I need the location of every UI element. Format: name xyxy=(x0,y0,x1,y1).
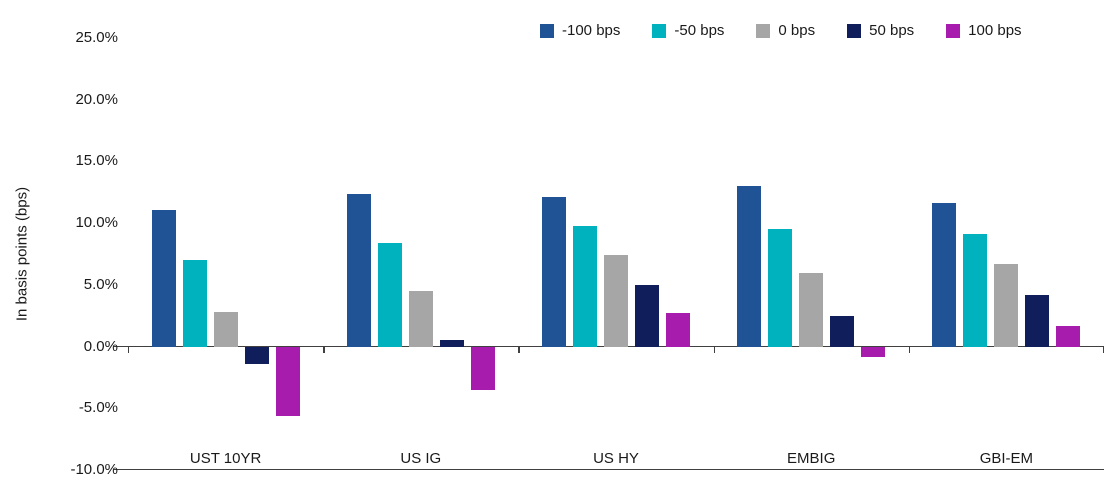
bar-embig-50-bps xyxy=(830,315,855,347)
y-tick-label: 5.0% xyxy=(83,275,118,293)
bar-ust-10yr-50-bps xyxy=(244,347,269,365)
bar-gbi-em--50-bps xyxy=(963,234,988,347)
legend-label: 100 bps xyxy=(968,22,1022,39)
chart-bottom-line xyxy=(114,469,1104,471)
bar-gbi-em--100-bps xyxy=(932,203,957,347)
bar-us-hy--50-bps xyxy=(573,225,597,347)
legend-label: -50 bps xyxy=(674,22,725,39)
bar-embig-100-bps xyxy=(861,347,886,358)
bar-ust-10yr-0-bps xyxy=(213,312,238,347)
y-tick-label: 20.0% xyxy=(75,90,118,108)
axis-tick xyxy=(908,346,911,353)
legend-label: 0 bps xyxy=(778,22,816,39)
plot-area: UST 10YR US IG US HY EMBIG GBI-EM xyxy=(114,38,1104,471)
bar-ust-10yr--50-bps xyxy=(182,260,207,347)
y-axis-title: In basis points (bps) xyxy=(13,186,31,322)
x-category-label: EMBIG xyxy=(787,450,836,467)
x-category-label: UST 10YR xyxy=(189,450,262,467)
legend-item: -100 bps xyxy=(540,22,620,39)
bar-us-ig-100-bps xyxy=(470,347,495,391)
axis-tick xyxy=(713,346,715,353)
bar-embig-0-bps xyxy=(799,272,824,347)
bar-us-ig--50-bps xyxy=(377,242,402,347)
legend-item: 100 bps xyxy=(946,22,1022,39)
bar-us-hy--100-bps xyxy=(542,197,566,347)
x-category-label: US IG xyxy=(400,450,442,467)
bar-embig--50-bps xyxy=(768,229,793,347)
y-tick-label: 10.0% xyxy=(75,214,118,232)
legend-label: 50 bps xyxy=(869,22,915,39)
y-tick-label: -5.0% xyxy=(78,399,118,417)
legend-swatch xyxy=(946,23,961,38)
legend: -100 bps -50 bps 0 bps 50 bps 100 bps xyxy=(540,22,1022,39)
y-tick-label: -10.0% xyxy=(70,461,118,478)
x-category-label: US HY xyxy=(593,450,639,467)
axis-tick xyxy=(128,346,130,353)
legend-swatch xyxy=(540,23,554,38)
bar-ust-10yr--100-bps xyxy=(151,209,176,347)
bar-embig--100-bps xyxy=(737,186,762,347)
axis-tick xyxy=(323,346,325,353)
bar-us-hy-0-bps xyxy=(604,255,628,347)
bar-us-ig-50-bps xyxy=(439,340,464,347)
axis-tick xyxy=(1102,346,1104,353)
bar-gbi-em-100-bps xyxy=(1056,325,1081,347)
legend-item: -50 bps xyxy=(652,22,724,39)
bar-us-hy-50-bps xyxy=(635,284,659,347)
y-tick-label: 15.0% xyxy=(75,152,118,170)
legend-swatch xyxy=(652,23,667,38)
legend-item: 50 bps xyxy=(847,22,914,39)
bar-gbi-em-50-bps xyxy=(1025,294,1050,347)
bar-us-ig--100-bps xyxy=(346,193,371,347)
legend-swatch xyxy=(847,23,862,38)
x-category-label: GBI-EM xyxy=(979,450,1034,467)
axis-tick xyxy=(518,346,520,353)
bar-us-hy-100-bps xyxy=(666,313,690,347)
legend-swatch xyxy=(756,23,771,38)
y-tick-label: 25.0% xyxy=(75,29,118,46)
legend-label: -100 bps xyxy=(562,22,621,39)
bar-ust-10yr-100-bps xyxy=(275,347,300,417)
legend-item: 0 bps xyxy=(756,22,815,39)
bar-gbi-em-0-bps xyxy=(994,263,1019,347)
bar-us-ig-0-bps xyxy=(408,291,433,347)
y-tick-label: 0.0% xyxy=(83,337,118,355)
